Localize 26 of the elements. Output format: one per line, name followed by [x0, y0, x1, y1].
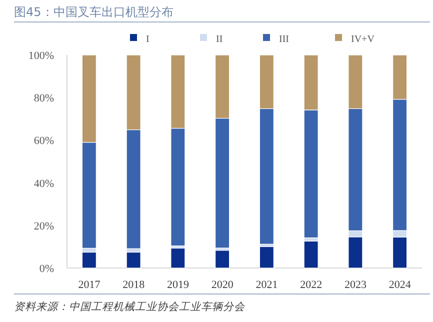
x-tick-label: 2019	[166, 279, 190, 291]
y-tick-label: 60%	[34, 135, 54, 148]
legend-label: II	[216, 34, 223, 45]
text: 资料来源：中国工程机械工业协会工业车辆分会	[14, 301, 246, 313]
x-tick-label: 2020	[211, 279, 234, 291]
x-tick-label: 2018	[122, 279, 146, 291]
chart-title: 图45：中国叉车出口机型分布	[14, 5, 174, 19]
y-tick-label: 100%	[28, 50, 54, 62]
y-tick-label: 0%	[39, 263, 54, 275]
bar	[126, 252, 141, 268]
y-tick-label: 40%	[34, 178, 54, 190]
bar	[304, 240, 318, 268]
legend-label: III	[279, 34, 289, 45]
x-tick-label: 2021	[256, 279, 278, 291]
legend-label: IV+V	[351, 34, 376, 45]
x-tick-label: 2017	[78, 279, 101, 291]
bar	[259, 246, 274, 268]
x-tick-label: 2023	[344, 279, 367, 291]
legend-label: I	[146, 34, 150, 45]
x-tick-label: 2024	[388, 279, 412, 291]
y-tick-label: 80%	[34, 92, 54, 105]
y-tick-label: 20%	[34, 220, 54, 232]
bar	[215, 250, 230, 268]
bar	[82, 252, 96, 268]
bar	[170, 248, 186, 268]
x-tick-label: 2022	[300, 279, 322, 291]
